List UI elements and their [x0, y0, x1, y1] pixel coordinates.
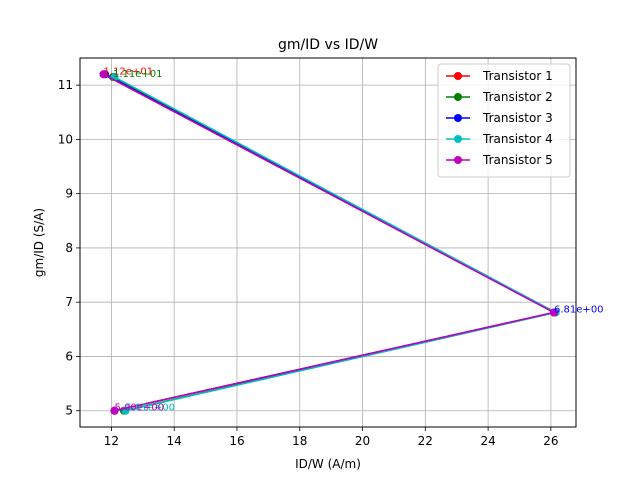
legend-box	[437, 63, 571, 178]
legend-entry-1: Transistor 1	[482, 69, 553, 83]
legend-entry-2: Transistor 2	[482, 90, 553, 104]
series-5-point	[550, 308, 559, 317]
plot-series	[99, 70, 560, 415]
x-tick-label: 22	[418, 434, 433, 448]
y-tick-label: 8	[65, 241, 73, 255]
series-4-point-label: 5.01e+00	[126, 403, 176, 414]
legend-marker-2	[454, 93, 462, 101]
x-tick-label: 12	[104, 434, 119, 448]
legend-marker-3	[454, 114, 462, 122]
legend-entry-4: Transistor 4	[482, 132, 553, 146]
x-tick-label: 18	[292, 434, 307, 448]
x-tick-label: 26	[543, 434, 558, 448]
y-tick-label: 6	[65, 349, 73, 363]
series-5-point	[110, 406, 119, 415]
y-axis-label: gm/ID (S/A)	[32, 208, 46, 277]
y-tick-label: 7	[65, 295, 73, 309]
point-annotations: 1.12e+011.11e+01 6.81e+00 5.01e+005.00e+00	[104, 66, 604, 413]
legend-entry-5: Transistor 5	[482, 153, 553, 167]
y-tick-label: 10	[58, 132, 73, 146]
legend-marker-5	[454, 156, 462, 164]
x-axis-label: ID/W (A/m)	[295, 457, 361, 471]
legend: Transistor 1 Transistor 2 Transistor 3 Tran…	[437, 63, 571, 178]
series-5-point-label: 5.00e+00	[115, 403, 165, 414]
y-tick-label: 5	[65, 404, 73, 418]
legend-marker-4	[454, 135, 462, 143]
series-1-point-label: 1.12e+01	[104, 66, 154, 77]
x-tick-label: 14	[167, 434, 182, 448]
series-5-point	[99, 70, 108, 79]
legend-marker-1	[454, 72, 462, 80]
legend-entry-3: Transistor 3	[482, 111, 553, 125]
x-tick-label: 20	[355, 434, 370, 448]
y-tick-label: 9	[65, 187, 73, 201]
chart-title: gm/ID vs ID/W	[278, 37, 378, 53]
series-2-point-label: 1.11e+01	[113, 69, 163, 80]
y-tick-label: 11	[58, 78, 73, 92]
x-tick-label: 24	[480, 434, 495, 448]
axis-ticks: 12 14 16 18 20 22 24 26 5 6 7 8 9 10 11	[58, 78, 559, 448]
x-tick-label: 16	[229, 434, 244, 448]
plot-area-frame	[79, 57, 577, 428]
series-3-point-label: 6.81e+00	[554, 305, 604, 316]
